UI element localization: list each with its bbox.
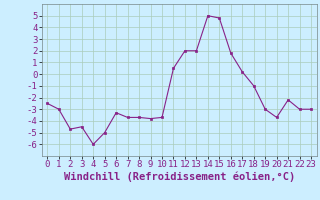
X-axis label: Windchill (Refroidissement éolien,°C): Windchill (Refroidissement éolien,°C)	[64, 172, 295, 182]
